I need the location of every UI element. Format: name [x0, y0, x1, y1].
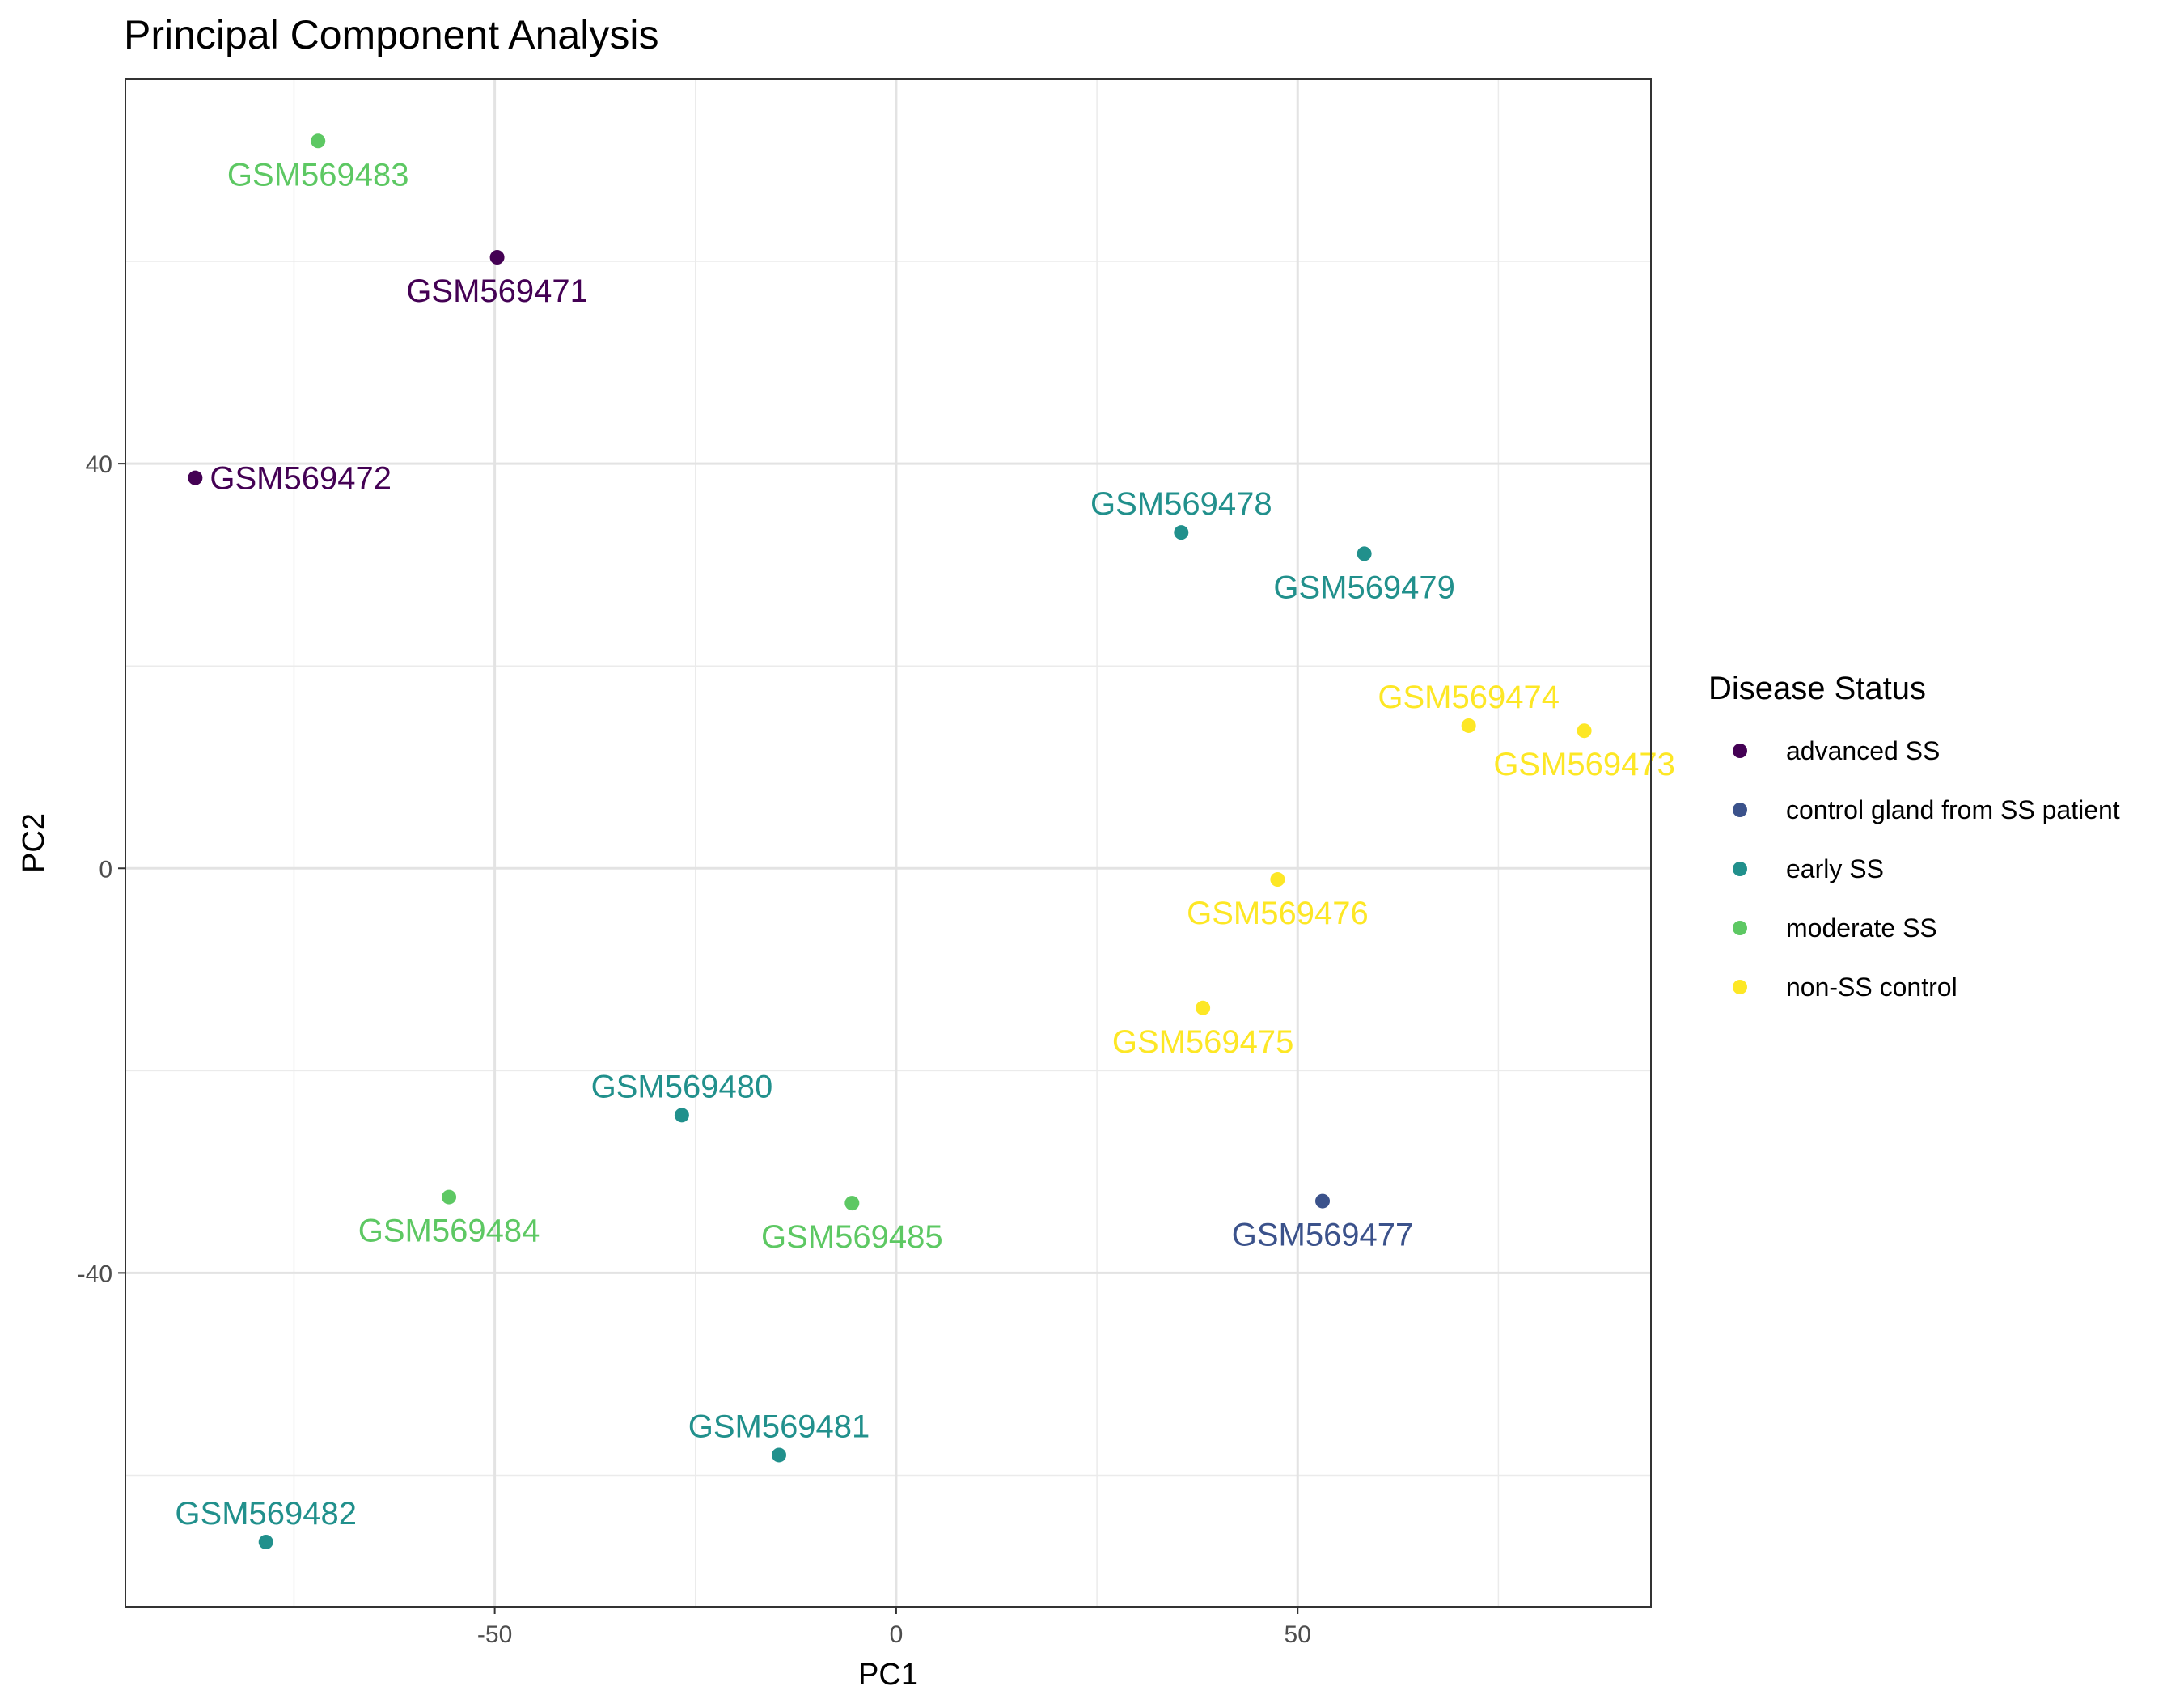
point-label: GSM569485: [761, 1219, 943, 1255]
legend-item: control gland from SS patient: [1733, 795, 2120, 824]
chart-title: Principal Component Analysis: [124, 12, 658, 57]
legend-item: moderate SS: [1733, 913, 1937, 943]
data-point: [1461, 718, 1476, 733]
legend-label: advanced SS: [1786, 736, 1940, 765]
y-tick-label: -40: [78, 1260, 112, 1287]
legend-item: early SS: [1733, 854, 1884, 883]
legend-item: non-SS control: [1733, 972, 1958, 1002]
legend-label: non-SS control: [1786, 972, 1958, 1002]
data-point: [1577, 723, 1592, 739]
data-point: [674, 1108, 689, 1123]
legend-key: [1733, 862, 1747, 876]
y-tick-label: 0: [99, 856, 112, 883]
data-point: [258, 1534, 273, 1549]
grid: [125, 79, 1651, 1607]
point-label: GSM569482: [175, 1496, 357, 1532]
legend-key: [1733, 980, 1747, 994]
data-point: [442, 1189, 457, 1205]
plot-panel-border: [125, 78, 1652, 1608]
legend-items: advanced SS control gland from SS patient…: [1733, 736, 2120, 1002]
legend-label: moderate SS: [1786, 913, 1937, 943]
data-point: [1270, 872, 1285, 888]
y-axis-title: PC2: [17, 813, 51, 873]
data-point: [188, 470, 203, 485]
legend: Disease Status advanced SS control gland …: [1708, 671, 2120, 1002]
point-labels: GSM569471 GSM569472 GSM569477 GSM569478 GSM5…: [175, 157, 1674, 1532]
legend-label: early SS: [1786, 854, 1884, 883]
x-tick-label: 50: [1285, 1621, 1311, 1648]
data-point: [1315, 1193, 1331, 1209]
data-point: [844, 1196, 860, 1211]
data-point: [1174, 525, 1189, 540]
point-label: GSM569483: [227, 157, 409, 193]
axis-ticks: -50 0 50 -40 0 40: [78, 451, 1311, 1648]
point-label: GSM569481: [688, 1409, 870, 1444]
point-label: GSM569480: [591, 1069, 773, 1104]
data-point: [311, 133, 326, 149]
point-label: GSM569473: [1493, 747, 1675, 782]
legend-title: Disease Status: [1708, 671, 1926, 706]
point-label: GSM569475: [1112, 1024, 1294, 1060]
data-point: [489, 250, 505, 265]
legend-key: [1733, 803, 1747, 817]
data-point: [1196, 1000, 1211, 1015]
point-label: GSM569471: [406, 273, 588, 309]
point-label: GSM569476: [1187, 896, 1369, 931]
data-points: [188, 133, 1592, 1549]
x-tick-label: -50: [477, 1621, 512, 1648]
legend-key: [1733, 921, 1747, 935]
point-label: GSM569477: [1232, 1218, 1414, 1253]
point-label: GSM569474: [1378, 680, 1560, 715]
point-label: GSM569478: [1090, 486, 1272, 522]
x-tick-label: 0: [890, 1621, 904, 1648]
point-label: GSM569479: [1273, 570, 1455, 605]
legend-key: [1733, 744, 1747, 758]
y-tick-label: 40: [86, 451, 112, 478]
data-point: [772, 1447, 787, 1463]
data-point: [1357, 546, 1372, 561]
x-axis-title: PC1: [858, 1658, 918, 1692]
legend-item: advanced SS: [1733, 736, 1940, 765]
legend-label: control gland from SS patient: [1786, 795, 2120, 824]
point-label: GSM569472: [210, 461, 392, 497]
point-label: GSM569484: [358, 1214, 540, 1249]
